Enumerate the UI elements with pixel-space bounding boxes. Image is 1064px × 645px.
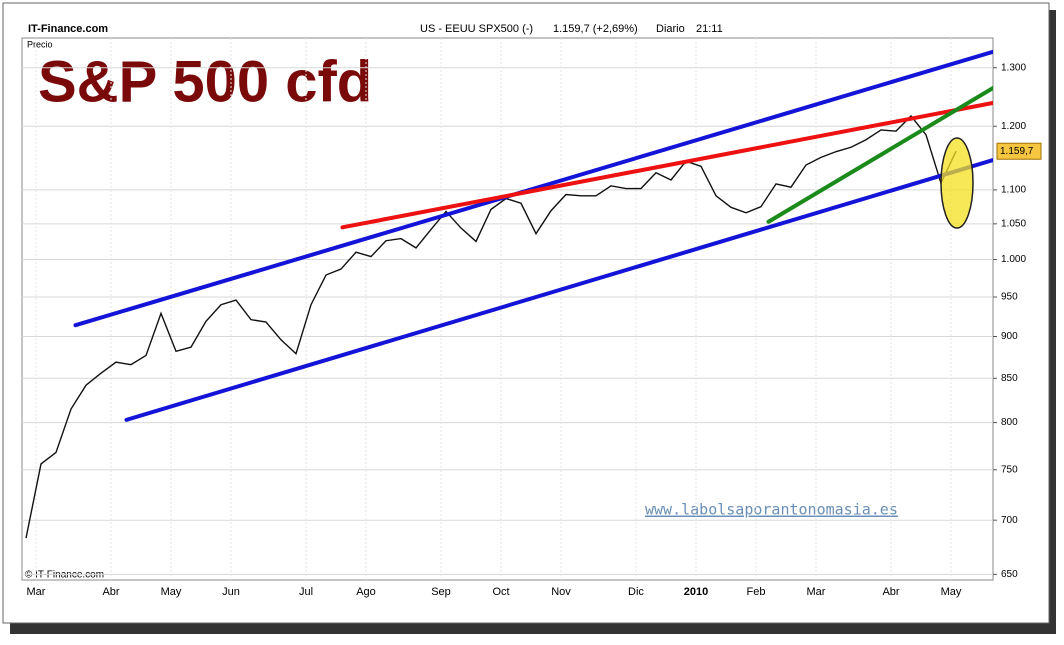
y-tick-label: 1.000 xyxy=(1001,254,1026,265)
y-tick-label: 1.100 xyxy=(1001,184,1026,195)
y-tick-label: 650 xyxy=(1001,569,1018,580)
x-tick-label: Nov xyxy=(551,586,571,598)
y-tick-label: 1.050 xyxy=(1001,218,1026,229)
x-tick-label: Jul xyxy=(299,586,313,598)
y-tick-label: 750 xyxy=(1001,464,1018,475)
x-tick-label: Dic xyxy=(628,586,644,598)
header-time: 21:11 xyxy=(696,23,723,35)
watermark: www.labolsaporantonomasia.es xyxy=(645,501,898,519)
trend-line xyxy=(73,49,993,328)
highlight-ellipse xyxy=(940,137,974,229)
y-tick-label: 700 xyxy=(1001,515,1018,526)
plot-area xyxy=(21,37,994,581)
x-tick-label: May xyxy=(941,586,962,598)
price-label: 1.159,7 xyxy=(1000,146,1034,157)
x-tick-label: Sep xyxy=(431,586,451,598)
axis-label: Precio xyxy=(27,39,53,49)
price-label-box xyxy=(996,142,1042,160)
x-tick-label: Oct xyxy=(492,586,509,598)
y-tick-label: 800 xyxy=(1001,417,1018,428)
chart-title: S&P 500 cfd xyxy=(38,49,372,114)
y-tick-label: 950 xyxy=(1001,292,1018,303)
price-line xyxy=(25,114,957,539)
header-source: IT-Finance.com xyxy=(28,23,108,35)
y-tick-label: 900 xyxy=(1001,331,1018,342)
trend-line xyxy=(340,100,993,230)
x-tick-label: Mar xyxy=(27,586,46,598)
x-tick-label: May xyxy=(161,586,182,598)
header-period: Diario xyxy=(656,23,685,35)
header-quote: 1.159,7 (+2,69%) xyxy=(553,23,638,35)
x-tick-label: Ago xyxy=(356,586,376,598)
y-tick-label: 1.200 xyxy=(1001,121,1026,132)
x-tick-label: Feb xyxy=(747,586,766,598)
x-tick-label: Mar xyxy=(807,586,826,598)
trend-line xyxy=(766,85,993,224)
copyright: © IT-Finance.com xyxy=(25,570,104,581)
header-instrument: US - EEUU SPX500 (-) xyxy=(420,23,533,35)
x-tick-label: 2010 xyxy=(684,586,708,598)
x-tick-label: Abr xyxy=(882,586,899,598)
x-tick-label: Abr xyxy=(102,586,119,598)
y-tick-label: 850 xyxy=(1001,373,1018,384)
y-tick-label: 1.300 xyxy=(1001,62,1026,73)
x-tick-label: Jun xyxy=(222,586,240,598)
trend-line xyxy=(124,157,993,422)
